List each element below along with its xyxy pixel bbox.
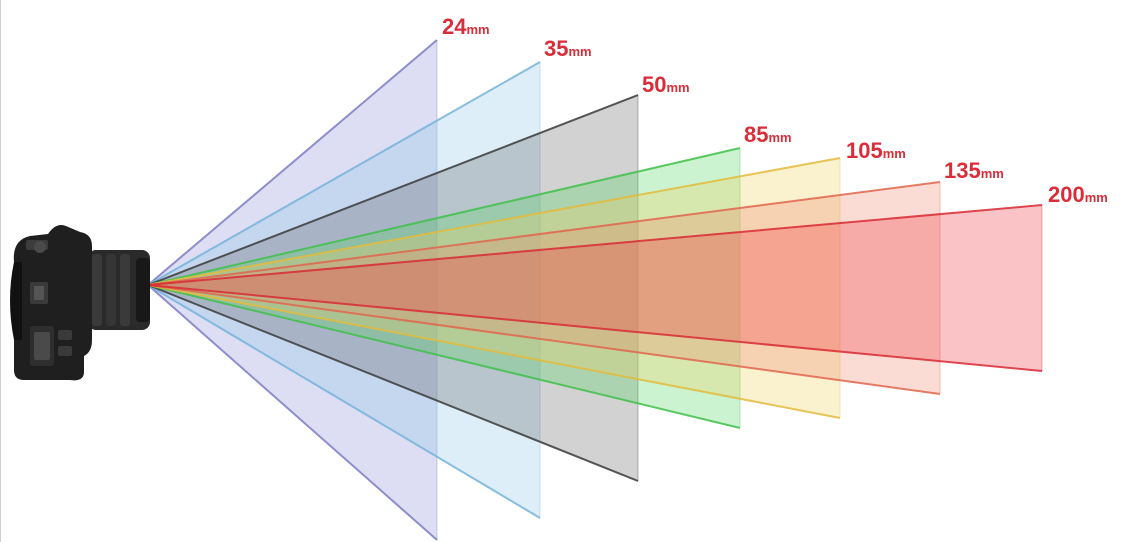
fov-edge-top-50mm: [147, 94, 639, 286]
focal-length-unit: mm: [883, 146, 906, 161]
fov-edge-top-24mm: [147, 39, 438, 286]
fov-cone-200mm: [148, 205, 1042, 371]
focal-length-unit: mm: [666, 80, 689, 95]
focal-length-value: 35: [544, 36, 568, 61]
focal-length-label-50mm: 50mm: [642, 72, 690, 97]
fov-edge-top-85mm: [147, 147, 741, 286]
focal-length-label-35mm: 35mm: [544, 36, 592, 61]
fov-edge-top-135mm: [147, 181, 941, 286]
focal-length-value: 105: [846, 138, 883, 163]
focal-length-unit: mm: [981, 166, 1004, 181]
focal-length-label-135mm: 135mm: [944, 158, 1004, 183]
dslr-camera-icon: [10, 225, 150, 381]
fov-cone-85mm: [148, 148, 740, 428]
fov-cone-35mm: [148, 62, 540, 518]
fov-edge-top-200mm: [147, 204, 1043, 286]
fov-edge-bottom-200mm: [147, 284, 1043, 372]
fov-cone-24mm: [148, 40, 437, 540]
fov-edge-top-35mm: [147, 61, 541, 286]
focal-length-label-24mm: 24mm: [442, 14, 490, 39]
focal-length-label-85mm: 85mm: [744, 122, 792, 147]
fov-edge-bottom-50mm: [147, 284, 639, 482]
fov-edge-bottom-135mm: [147, 284, 941, 395]
focal-length-value: 24: [442, 14, 467, 39]
focal-length-value: 85: [744, 122, 768, 147]
focal-length-unit: mm: [1085, 190, 1108, 205]
fov-edge-bottom-35mm: [147, 284, 541, 519]
focal-length-value: 200: [1048, 182, 1085, 207]
focal-length-unit: mm: [568, 44, 591, 59]
fov-cone-50mm: [148, 95, 638, 481]
fov-edge-bottom-24mm: [147, 284, 438, 541]
left-border-line: [0, 0, 1, 542]
fov-cone-105mm: [148, 158, 840, 418]
field-of-view-cones: [147, 39, 1043, 541]
focal-length-value: 50: [642, 72, 666, 97]
focal-length-value: 135: [944, 158, 981, 183]
focal-length-unit: mm: [466, 22, 489, 37]
focal-length-label-200mm: 200mm: [1048, 182, 1108, 207]
fov-edge-top-105mm: [147, 157, 841, 286]
fov-edge-bottom-105mm: [147, 284, 841, 419]
focal-length-unit: mm: [768, 130, 791, 145]
fov-edge-bottom-85mm: [147, 284, 741, 429]
focal-length-label-105mm: 105mm: [846, 138, 906, 163]
fov-cone-135mm: [148, 182, 940, 394]
